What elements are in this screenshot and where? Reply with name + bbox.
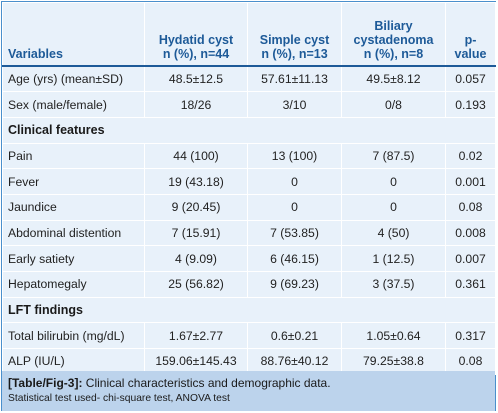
header-row: Variables Hydatid cyst n (%), n=44 Simple c… — [2, 2, 496, 67]
table-cell: 4 (9.09) — [144, 245, 248, 272]
table-cell: 9 (20.45) — [144, 193, 248, 221]
column-header-line: Simple cyst — [259, 33, 330, 47]
table-cell: 159.06±145.43 — [144, 348, 248, 375]
table-caption: [Table/Fig-3]: Clinical characteristics … — [2, 371, 495, 411]
row-label: Total bilirubin (mg/dL) — [2, 322, 145, 350]
column-header-3: Biliary cystadenoma n (%), n=8 — [341, 2, 446, 67]
table-row: ALP (IU/L) 159.06±145.43 88.76±40.12 79.25±… — [2, 348, 496, 375]
column-header-2: Simple cyst n (%), n=13 — [247, 2, 342, 67]
row-label: Jaundice — [2, 193, 145, 221]
column-header-0: Variables — [2, 2, 145, 67]
table-cell: 0.193 — [445, 91, 496, 118]
table-row: Age (yrs) (mean±SD) 48.5±12.5 57.61±11.13 4… — [2, 65, 496, 93]
table-cell: 6 (46.15) — [247, 245, 342, 272]
table-cell: 0.008 — [445, 219, 496, 247]
table-row: Total bilirubin (mg/dL) 1.67±2.77 0.6±0.21… — [2, 322, 496, 350]
section-heading: LFT findings — [2, 296, 496, 324]
table-cell: 0 — [341, 168, 446, 195]
table-row: Fever 19 (43.18) 0 0 0.001 — [2, 168, 496, 195]
row-label: ALP (IU/L) — [2, 348, 145, 375]
table-cell: 25 (56.82) — [144, 271, 248, 298]
column-header-line: p- — [464, 33, 477, 47]
table-cell: 19 (43.18) — [144, 168, 248, 195]
row-label: Pain — [2, 142, 145, 170]
row-label: Age (yrs) (mean±SD) — [2, 65, 145, 93]
table-cell: 1.67±2.77 — [144, 322, 248, 350]
column-header-4: p-value — [445, 2, 496, 67]
table-cell: 3 (37.5) — [341, 271, 446, 298]
row-label: Sex (male/female) — [2, 91, 145, 118]
table-cell: 3/10 — [247, 91, 342, 118]
table-cell: 18/26 — [144, 91, 248, 118]
row-label: Fever — [2, 168, 145, 195]
column-header-line: n (%), n=44 — [162, 47, 230, 61]
table-cell: 0.08 — [445, 348, 496, 375]
table-cell: 7 (53.85) — [247, 219, 342, 247]
table-cell: 13 (100) — [247, 142, 342, 170]
table-cell: 1 (12.5) — [341, 245, 446, 272]
table-cell: 0.057 — [445, 65, 496, 93]
row-label: Early satiety — [2, 245, 145, 272]
table-cell: 48.5±12.5 — [144, 65, 248, 93]
table-cell: 49.5±8.12 — [341, 65, 446, 93]
table-cell: 4 (50) — [341, 219, 446, 247]
column-header-line: Biliary — [374, 19, 413, 33]
table-row: Abdominal distention 7 (15.91) 7 (53.85) 4 … — [2, 219, 496, 247]
table-cell: 1.05±0.64 — [341, 322, 446, 350]
table-cell: 0.08 — [445, 193, 496, 221]
table-cell: 0/8 — [341, 91, 446, 118]
table-cell: 7 (15.91) — [144, 219, 248, 247]
section-row: Clinical features — [2, 116, 496, 144]
table-cell: 0 — [247, 193, 342, 221]
table-cell: 7 (87.5) — [341, 142, 446, 170]
table-cell: 79.25±38.8 — [341, 348, 446, 375]
table-cell: 0.02 — [445, 142, 496, 170]
table-row: Hepatomegaly 25 (56.82) 9 (69.23) 3 (37.5) 0… — [2, 271, 496, 298]
caption-reference: [Table/Fig-3]: — [8, 376, 83, 390]
table-cell: 0.6±0.21 — [247, 322, 342, 350]
column-header-line: Hydatid cyst — [158, 33, 234, 47]
table-row: Jaundice 9 (20.45) 0 0 0.08 — [2, 193, 496, 221]
table-cell: 57.61±11.13 — [247, 65, 342, 93]
column-header-line: n (%), n=13 — [261, 47, 328, 61]
table-cell: 9 (69.23) — [247, 271, 342, 298]
data-table: Variables Hydatid cyst n (%), n=44 Simple c… — [2, 2, 496, 375]
table-cell: 0 — [341, 193, 446, 221]
column-header-line: Variables — [8, 47, 63, 61]
table-cell: 0.007 — [445, 245, 496, 272]
table-cell: 0.001 — [445, 168, 496, 195]
caption-title: Clinical characteristics and demographic… — [85, 376, 331, 390]
table-row: Pain 44 (100) 13 (100) 7 (87.5) 0.02 — [2, 142, 496, 170]
table-cell: 0.361 — [445, 271, 496, 298]
column-header-line: value — [454, 47, 487, 61]
column-header-1: Hydatid cyst n (%), n=44 — [144, 2, 248, 67]
table-body: Age (yrs) (mean±SD) 48.5±12.5 57.61±11.13 4… — [2, 65, 496, 375]
row-label: Hepatomegaly — [2, 271, 145, 298]
table-row: Early satiety 4 (9.09) 6 (46.15) 1 (12.5) 0.… — [2, 245, 496, 272]
row-label: Abdominal distention — [2, 219, 145, 247]
caption-note: Statistical test used- chi-square test, … — [8, 393, 230, 404]
table-cell: 0.317 — [445, 322, 496, 350]
table-cell: 0 — [247, 168, 342, 195]
column-header-line: cystadenoma — [353, 33, 434, 47]
column-header-line: n (%), n=8 — [363, 47, 424, 61]
section-heading: Clinical features — [2, 116, 496, 144]
table-row: Sex (male/female) 18/26 3/10 0/8 0.193 — [2, 91, 496, 118]
section-row: LFT findings — [2, 296, 496, 324]
table-cell: 44 (100) — [144, 142, 248, 170]
